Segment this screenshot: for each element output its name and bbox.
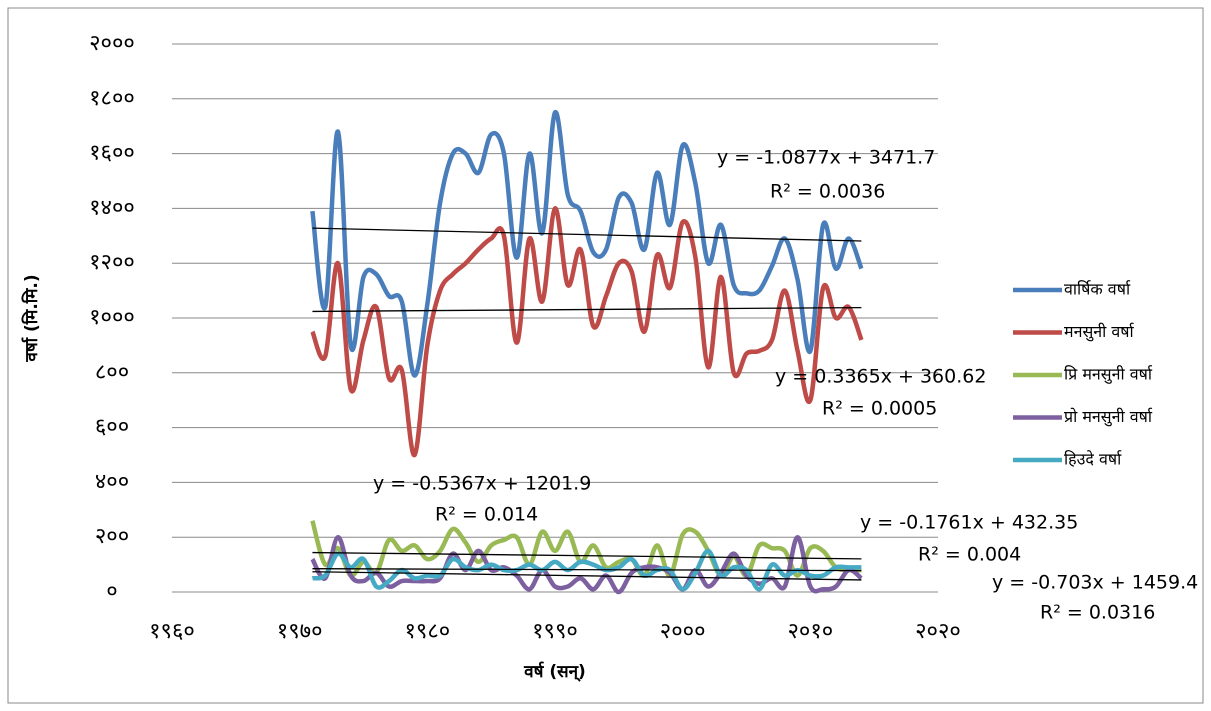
trendline <box>312 571 862 581</box>
trend-r2: R² = 0.0316 <box>1040 602 1155 624</box>
trend-r2: R² = 0.0036 <box>770 181 885 203</box>
y-tick-label: १६०० <box>89 141 135 166</box>
x-tick-label: २००० <box>660 619 706 644</box>
legend-label: प्रो मनसुनी वर्षा <box>1064 407 1153 427</box>
y-tick-label: ० <box>106 579 117 604</box>
x-axis-label: वर्ष (सन्) <box>523 661 586 682</box>
x-tick-label: १९८० <box>404 619 450 644</box>
series-line <box>310 206 864 458</box>
legend-label: मनसुनी वर्षा <box>1064 322 1135 342</box>
y-tick-label: ८०० <box>95 360 129 385</box>
y-tick-label: ४०० <box>95 469 129 494</box>
y-tick-label: ६०० <box>95 415 129 440</box>
x-tick-label: १९९० <box>532 619 578 644</box>
series-line <box>311 548 862 592</box>
x-tick-label: २०२० <box>915 619 961 644</box>
legend-label: हिउदे वर्षा <box>1064 450 1122 469</box>
legend-label: वार्षिक वर्षा <box>1064 280 1131 299</box>
y-tick-label: १२०० <box>89 250 135 275</box>
trend-r2: R² = 0.004 <box>918 544 1021 566</box>
y-tick-label: १८०० <box>89 86 135 111</box>
trend-equation: y = -1.0877x + 3471.7 <box>717 147 935 169</box>
x-tick-label: १९६० <box>149 619 195 644</box>
y-tick-label: २००० <box>89 31 135 56</box>
x-tick-label: २०१० <box>787 619 833 644</box>
trendline <box>312 551 862 560</box>
y-tick-label: १४०० <box>89 195 135 220</box>
trendline <box>312 227 862 242</box>
y-axis-label: वर्षा (मि.मि.) <box>21 274 42 362</box>
trend-equation: y = 0.3365x + 360.62 <box>775 366 986 388</box>
legend-label: प्रि मनसुनी वर्षा <box>1064 365 1153 385</box>
trend-r2: R² = 0.0005 <box>822 398 937 420</box>
trend-equation: y = -0.5367x + 1201.9 <box>373 473 591 495</box>
series-line <box>310 110 864 378</box>
trendline <box>312 306 862 313</box>
trend-equation: y = -0.703x + 1459.4 <box>992 572 1198 594</box>
y-tick-label: १००० <box>89 305 135 330</box>
trend-r2: R² = 0.014 <box>435 504 538 526</box>
trendline <box>312 568 862 572</box>
y-tick-label: २०० <box>95 524 129 549</box>
chart-frame <box>7 7 1204 704</box>
x-tick-label: १९७० <box>277 619 323 644</box>
series-line <box>310 520 862 578</box>
trend-equation: y = -0.1761x + 432.35 <box>860 512 1078 534</box>
